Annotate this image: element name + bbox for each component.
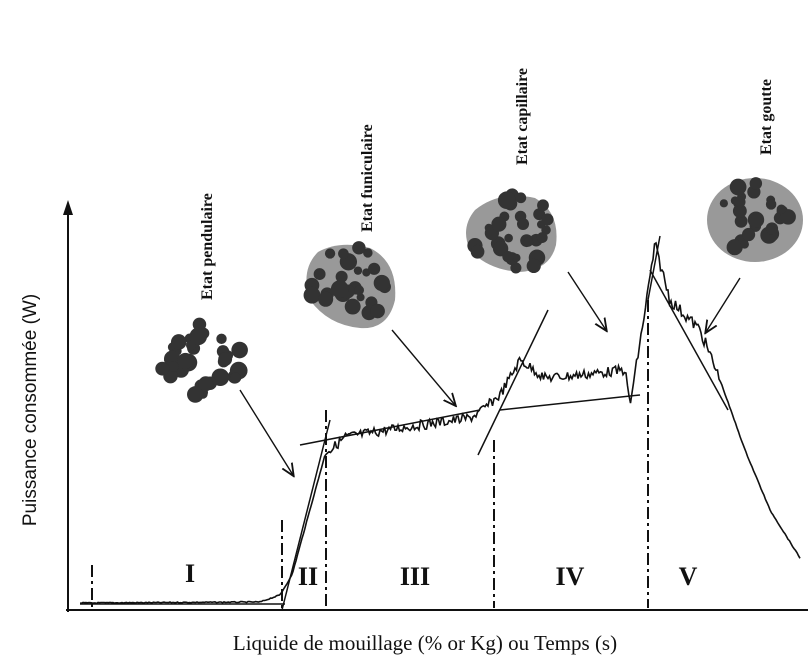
particle <box>177 352 194 369</box>
state-label: Etat pendulaire <box>199 193 216 300</box>
particle <box>356 293 365 302</box>
particle <box>765 222 779 235</box>
particle <box>330 280 349 298</box>
particle <box>536 232 548 243</box>
particle <box>741 227 756 242</box>
particle <box>749 177 763 190</box>
particle <box>729 178 747 196</box>
particle <box>516 217 530 231</box>
particle <box>344 298 361 315</box>
particle <box>370 303 385 319</box>
particle <box>765 199 777 210</box>
particle <box>368 262 381 275</box>
state-label: Etat funiculaire <box>359 124 376 232</box>
y-arrow <box>63 200 73 215</box>
particle <box>740 239 749 249</box>
particle <box>512 253 521 263</box>
particle <box>510 262 522 274</box>
particle <box>324 248 336 259</box>
x-axis-label: Liquide de mouillage (% or Kg) ou Temps … <box>233 631 617 655</box>
particle <box>504 233 513 243</box>
particle <box>373 274 390 292</box>
particle <box>192 317 207 332</box>
particle <box>231 341 248 359</box>
particle <box>338 248 349 260</box>
region-label: IV <box>556 562 585 591</box>
particle <box>726 239 743 256</box>
particle <box>541 213 554 226</box>
particle <box>318 291 334 307</box>
particle <box>189 327 208 346</box>
y-axis-label: Puissance consommée (W) <box>20 294 41 526</box>
particle <box>363 248 373 258</box>
particle <box>353 266 363 275</box>
particle <box>313 268 326 281</box>
region-label: V <box>679 562 698 591</box>
separators <box>91 300 649 608</box>
particle <box>303 286 321 304</box>
particle <box>719 199 728 208</box>
tangents <box>80 235 729 611</box>
particle <box>734 214 748 228</box>
particle <box>170 334 187 350</box>
particle <box>526 258 541 274</box>
particle <box>354 285 365 296</box>
particle <box>502 251 514 263</box>
particle <box>732 204 747 218</box>
particle <box>230 372 241 383</box>
particle <box>335 270 348 283</box>
power-curve <box>80 241 801 605</box>
state-label: Etat capillaire <box>514 68 531 165</box>
region-label: III <box>400 562 430 591</box>
particle <box>734 196 746 208</box>
region-label: I <box>185 559 195 588</box>
particle <box>491 216 507 232</box>
particle <box>523 237 534 247</box>
particle <box>747 211 765 228</box>
arrows <box>239 271 741 475</box>
particle <box>776 204 787 214</box>
particle-clusters <box>155 177 803 403</box>
particle <box>352 241 366 255</box>
particle <box>187 386 204 403</box>
particle <box>537 199 549 212</box>
particle <box>216 333 227 345</box>
particle <box>198 376 214 392</box>
particle <box>497 191 516 210</box>
particle <box>470 244 485 259</box>
particle <box>168 361 179 372</box>
particle <box>155 361 170 376</box>
particle <box>218 352 233 367</box>
region-label: II <box>298 562 318 591</box>
particle <box>780 209 796 225</box>
state-label: Etat goutte <box>758 79 775 155</box>
particle <box>515 192 527 204</box>
